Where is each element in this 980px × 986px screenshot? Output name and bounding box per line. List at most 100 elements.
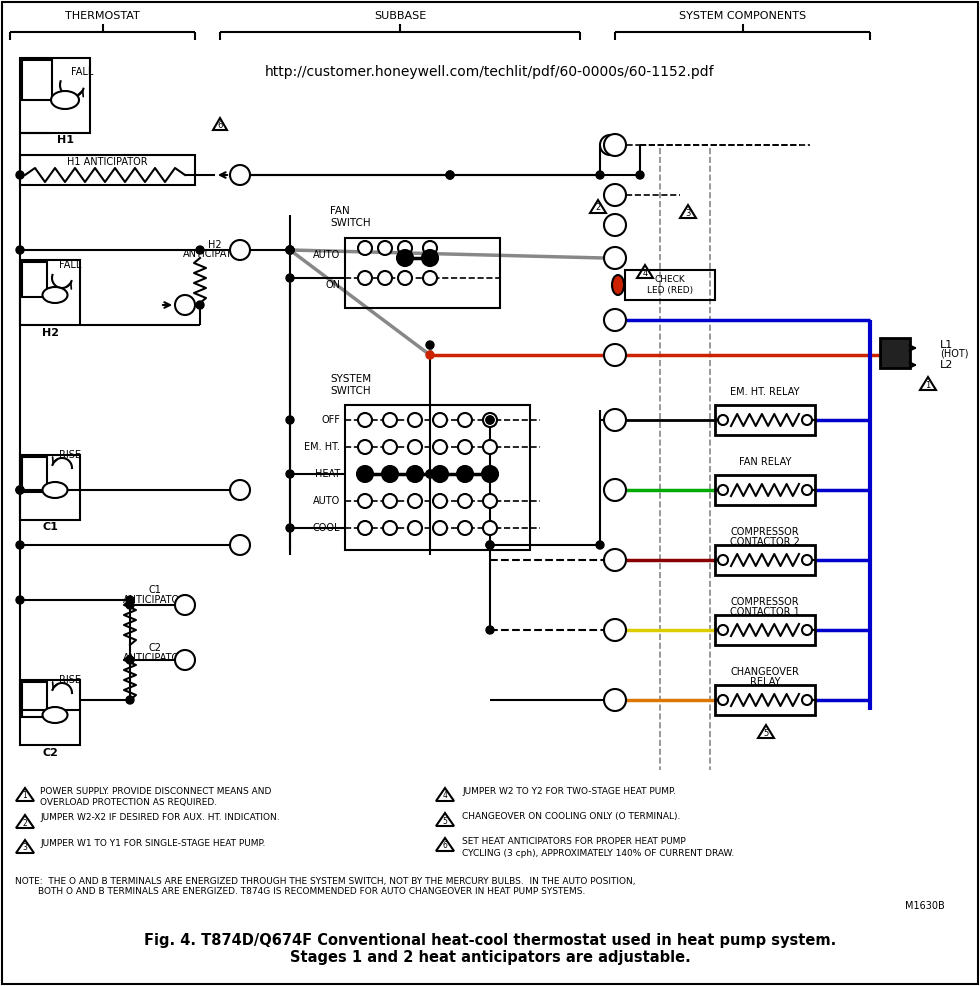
Text: 10: 10	[179, 600, 191, 609]
Circle shape	[286, 274, 294, 282]
Circle shape	[398, 241, 412, 255]
Circle shape	[423, 271, 437, 285]
Text: SET HEAT ANTICIPATORS FOR PROPER HEAT PUMP: SET HEAT ANTICIPATORS FOR PROPER HEAT PU…	[462, 836, 686, 846]
Circle shape	[358, 241, 372, 255]
Circle shape	[718, 485, 728, 495]
Circle shape	[383, 440, 397, 454]
Circle shape	[433, 413, 447, 427]
Text: ANTICIPATOR: ANTICIPATOR	[123, 653, 187, 663]
Text: 1: 1	[23, 792, 27, 801]
Circle shape	[358, 413, 372, 427]
Circle shape	[483, 440, 497, 454]
Circle shape	[426, 351, 434, 359]
Circle shape	[604, 214, 626, 236]
Text: ANTICIPATOR: ANTICIPATOR	[123, 595, 187, 605]
Circle shape	[16, 596, 24, 604]
Circle shape	[126, 656, 134, 664]
Circle shape	[230, 480, 250, 500]
Text: 1: 1	[237, 170, 243, 180]
Text: C2: C2	[149, 643, 162, 653]
Circle shape	[408, 413, 422, 427]
Text: FAN RELAY: FAN RELAY	[739, 457, 791, 467]
Circle shape	[446, 171, 454, 179]
Text: FAN
SWITCH: FAN SWITCH	[330, 206, 370, 228]
Circle shape	[358, 521, 372, 535]
Text: SUBBASE: SUBBASE	[374, 11, 426, 21]
Circle shape	[802, 695, 812, 705]
Circle shape	[378, 241, 392, 255]
Circle shape	[458, 521, 472, 535]
Text: JUMPER W2 TO Y2 FOR TWO-STAGE HEAT PUMP.: JUMPER W2 TO Y2 FOR TWO-STAGE HEAT PUMP.	[462, 787, 676, 796]
Text: H1 ANTICIPATOR: H1 ANTICIPATOR	[67, 157, 147, 167]
Bar	[22, 262, 47, 297]
Circle shape	[596, 171, 604, 179]
Circle shape	[286, 524, 294, 532]
Ellipse shape	[42, 707, 68, 723]
Text: 2: 2	[23, 818, 27, 827]
Text: CHANGEOVER ON COOLING ONLY (O TERMINAL).: CHANGEOVER ON COOLING ONLY (O TERMINAL).	[462, 811, 680, 820]
Circle shape	[718, 415, 728, 425]
Circle shape	[378, 271, 392, 285]
Text: C2: C2	[42, 748, 58, 758]
Bar	[20, 58, 90, 133]
Text: COOL: COOL	[313, 523, 340, 533]
Circle shape	[382, 466, 398, 482]
Text: 6: 6	[443, 841, 448, 851]
Circle shape	[433, 440, 447, 454]
Ellipse shape	[42, 482, 68, 498]
Circle shape	[483, 413, 497, 427]
Bar	[20, 155, 195, 185]
Text: CHECK
LED (RED): CHECK LED (RED)	[647, 275, 693, 295]
Text: SYSTEM COMPONENTS: SYSTEM COMPONENTS	[679, 11, 807, 21]
Bar	[715, 405, 815, 435]
Text: X2: X2	[609, 253, 622, 263]
Circle shape	[16, 171, 24, 179]
Circle shape	[802, 415, 812, 425]
Circle shape	[426, 254, 434, 262]
Circle shape	[604, 619, 626, 641]
Bar	[20, 680, 80, 745]
Bar	[625, 270, 715, 300]
Bar	[22, 60, 52, 100]
Circle shape	[604, 479, 626, 501]
Circle shape	[230, 240, 250, 260]
Text: HEAT: HEAT	[315, 469, 340, 479]
Text: W1: W1	[602, 140, 617, 150]
Text: OFF: OFF	[321, 415, 340, 425]
Text: Fig. 4. T874D/Q674F Conventional heat-cool thermostat used in heat pump system.
: Fig. 4. T874D/Q674F Conventional heat-co…	[144, 933, 836, 965]
Text: W1: W1	[607, 140, 623, 150]
Circle shape	[175, 295, 195, 315]
Text: CONTACTOR 2: CONTACTOR 2	[730, 537, 800, 547]
Circle shape	[407, 466, 423, 482]
Text: 8: 8	[237, 485, 243, 495]
Text: ON: ON	[325, 280, 340, 290]
Circle shape	[604, 247, 626, 269]
Text: B: B	[612, 220, 618, 230]
Circle shape	[408, 494, 422, 508]
Circle shape	[286, 246, 294, 254]
Circle shape	[604, 309, 626, 331]
Circle shape	[483, 521, 497, 535]
Circle shape	[482, 466, 498, 482]
Bar	[22, 457, 47, 492]
Circle shape	[175, 650, 195, 670]
Text: H1: H1	[57, 135, 74, 145]
Text: THERMOSTAT: THERMOSTAT	[65, 11, 140, 21]
Circle shape	[433, 521, 447, 535]
Text: M1630B: M1630B	[906, 901, 945, 911]
Circle shape	[16, 486, 24, 494]
Circle shape	[636, 171, 644, 179]
Bar	[20, 260, 80, 325]
Text: C1: C1	[149, 585, 162, 595]
Text: JUMPER W2-X2 IF DESIRED FOR AUX. HT. INDICATION.: JUMPER W2-X2 IF DESIRED FOR AUX. HT. IND…	[40, 813, 279, 822]
Circle shape	[408, 521, 422, 535]
Text: http://customer.honeywell.com/techlit/pdf/60-0000s/60-1152.pdf: http://customer.honeywell.com/techlit/pd…	[266, 65, 714, 79]
Bar	[715, 475, 815, 505]
Text: R: R	[612, 350, 619, 360]
Circle shape	[126, 696, 134, 704]
Text: AUTO: AUTO	[313, 250, 340, 260]
Text: O: O	[611, 695, 619, 705]
Text: E: E	[612, 415, 618, 425]
Circle shape	[357, 466, 373, 482]
Circle shape	[457, 466, 473, 482]
